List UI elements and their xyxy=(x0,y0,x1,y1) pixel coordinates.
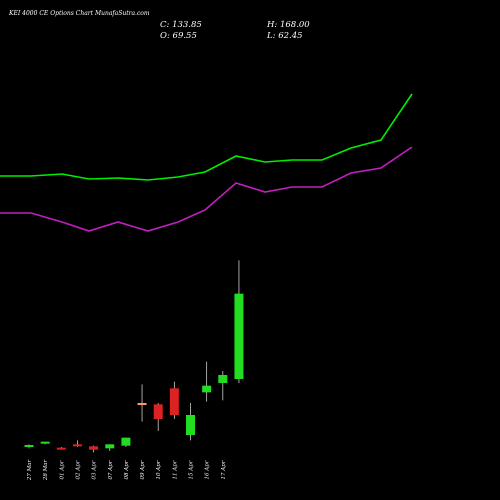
x-tick-label: 27 Mar xyxy=(27,459,33,481)
candle xyxy=(72,440,82,447)
candle-body xyxy=(202,385,212,393)
close-value: C: 133.85 xyxy=(160,20,202,30)
candle xyxy=(121,437,131,447)
indicator-bands xyxy=(0,93,413,232)
x-tick-label: 09 Apr xyxy=(140,460,146,479)
candle xyxy=(105,444,115,451)
candle-body xyxy=(137,403,147,405)
candle-body xyxy=(121,437,131,446)
candle xyxy=(56,447,66,450)
candle xyxy=(24,444,34,449)
candles xyxy=(24,260,244,453)
x-tick-label: 16 Apr xyxy=(205,460,211,479)
candle xyxy=(40,441,50,445)
candle xyxy=(218,371,228,401)
candle xyxy=(202,361,212,402)
x-tick-label: 03 Apr xyxy=(92,460,98,479)
candle-body xyxy=(40,441,50,444)
candle-body xyxy=(169,388,179,415)
candle-body xyxy=(72,444,82,447)
candle xyxy=(89,445,99,453)
open-value: O: 69.55 xyxy=(160,31,197,41)
candle xyxy=(153,403,163,431)
upper-band-line xyxy=(0,93,413,181)
candle xyxy=(169,381,179,419)
candle-body xyxy=(105,444,115,449)
high-value: H: 168.00 xyxy=(267,20,310,30)
candle-body xyxy=(186,415,195,435)
x-tick-label: 08 Apr xyxy=(124,460,130,479)
candle xyxy=(186,403,195,441)
candle xyxy=(137,384,147,422)
x-tick-label: 02 Apr xyxy=(75,460,81,479)
candle-body xyxy=(218,375,228,383)
low-value: L: 62.45 xyxy=(267,31,303,41)
x-tick-label: 07 Apr xyxy=(108,460,114,479)
x-tick-label: 28 Mar xyxy=(43,459,49,481)
x-tick-label: 11 Apr xyxy=(172,460,178,479)
candle-body xyxy=(234,293,244,379)
x-tick-label: 10 Apr xyxy=(156,460,162,479)
chart-title: KEI 4000 CE Options Chart MunafaSutra.co… xyxy=(9,10,150,17)
x-tick-label: 17 Apr xyxy=(221,460,227,479)
candle xyxy=(234,260,244,383)
x-axis-ticks: 27 Mar 28 Mar 01 Apr 02 Apr 03 Apr 07 Apr 08 A… xyxy=(27,459,227,481)
x-tick-label: 01 Apr xyxy=(59,460,65,479)
x-tick-label: 15 Apr xyxy=(189,460,195,479)
lower-band-line xyxy=(0,146,413,232)
candle-body xyxy=(24,445,34,447)
candle-body xyxy=(153,404,163,419)
candle-body xyxy=(56,447,66,450)
candle-body xyxy=(89,446,99,450)
